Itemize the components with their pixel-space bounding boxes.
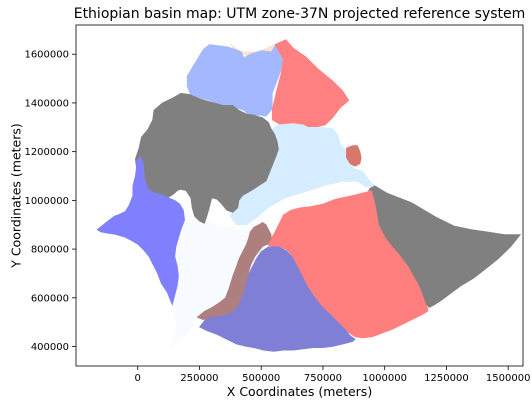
y-tick-label: 1000000: [24, 196, 69, 207]
y-tick-label: 800000: [31, 245, 69, 256]
x-tick-label: 750000: [304, 373, 342, 384]
y-tick-label: 400000: [31, 342, 69, 353]
x-axis-label: X Coordinates (meters): [227, 384, 372, 399]
x-tick-label: 1500000: [486, 373, 531, 384]
x-tick-label: 250000: [180, 373, 218, 384]
y-tick-label: 1400000: [24, 98, 69, 109]
chart-title: Ethiopian basin map: UTM zone-37N projec…: [74, 6, 526, 22]
y-tick-label: 600000: [31, 293, 69, 304]
basin-regions: [96, 39, 522, 352]
x-axis-ticks: 0 250000 500000 750000 1000000 1250000 1500000: [135, 366, 531, 384]
x-tick-label: 1000000: [362, 373, 407, 384]
y-axis-label: Y Coordinates (meters): [8, 123, 23, 268]
basin-region: [199, 246, 356, 352]
axes-frame: [75, 24, 524, 367]
y-tick-label: 1200000: [24, 147, 69, 158]
basin-region: [271, 39, 350, 128]
y-tick-label: 1600000: [24, 50, 69, 61]
basin-region: [96, 155, 186, 307]
basin-region: [134, 92, 279, 224]
basin-region: [346, 145, 362, 167]
y-axis-ticks: 400000 600000 800000 1000000 1200000 1400000 1…: [24, 50, 76, 353]
x-tick-label: 0: [135, 373, 141, 384]
x-tick-label: 1250000: [424, 373, 469, 384]
basin-region: [196, 221, 272, 321]
x-tick-label: 500000: [242, 373, 280, 384]
